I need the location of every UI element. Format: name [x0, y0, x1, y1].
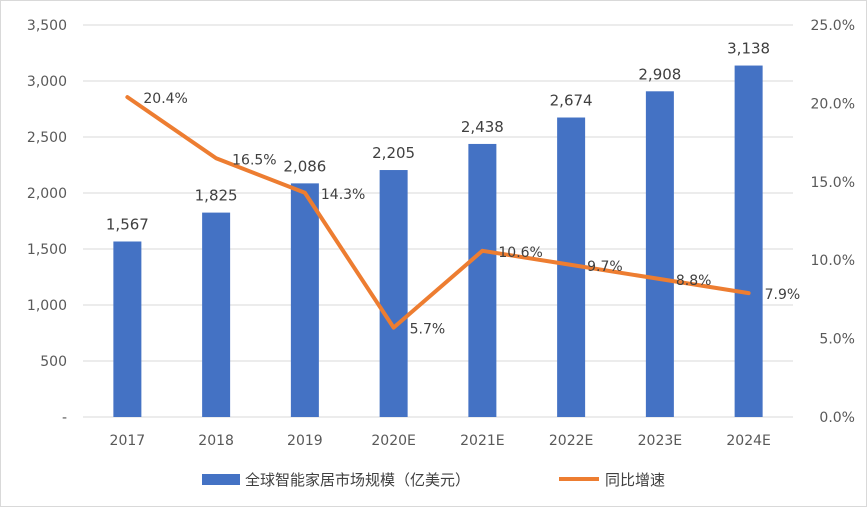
- y-left-tick-label: 1,500: [27, 242, 67, 258]
- bar: [468, 143, 497, 417]
- bar: [113, 241, 142, 417]
- x-axis: 2017 2018 2019 2020E 2021E 2022E 2023E 2024E: [110, 433, 771, 449]
- bar: [645, 91, 674, 417]
- y-axis-right: 0.0% 5.0% 10.0% 15.0% 20.0% 25.0%: [811, 18, 855, 426]
- line-data-label: 7.9%: [765, 287, 801, 303]
- y-right-tick-label: 20.0%: [811, 96, 855, 112]
- x-tick-label: 2018: [198, 433, 234, 449]
- x-tick-label: 2024E: [726, 433, 770, 449]
- y-left-tick-label: 1,000: [27, 298, 67, 314]
- x-tick-label: 2023E: [638, 433, 682, 449]
- line-series: 20.4% 16.5% 14.3% 5.7% 10.6% 9.7% 8.8% 7.9%: [125, 91, 801, 338]
- line-data-label: 10.6%: [498, 245, 542, 261]
- y-left-tick-label: 3,500: [27, 18, 67, 34]
- y-axis-left: - 500 1,000 1,500 2,000 2,500 3,000 3,500: [27, 18, 67, 426]
- bar: [379, 170, 408, 417]
- y-left-tick-label: 2,000: [27, 186, 67, 202]
- y-right-tick-label: 5.0%: [819, 332, 855, 348]
- y-right-tick-label: 0.0%: [819, 410, 855, 426]
- y-right-tick-label: 25.0%: [811, 18, 855, 34]
- bar-data-label: 2,086: [283, 157, 326, 175]
- y-left-tick-label: 2,500: [27, 130, 67, 146]
- line-data-label: 16.5%: [232, 152, 276, 168]
- y-right-tick-label: 10.0%: [811, 253, 855, 269]
- bar: [202, 212, 231, 417]
- y-right-tick-label: 15.0%: [811, 175, 855, 191]
- y-left-tick-label: 500: [40, 354, 67, 370]
- bar: [734, 65, 763, 417]
- bar-data-label: 2,674: [550, 92, 593, 110]
- y-left-tick-label: -: [62, 410, 67, 426]
- gridlines: [83, 24, 793, 418]
- x-tick-label: 2017: [110, 433, 146, 449]
- x-tick-label: 2022E: [549, 433, 593, 449]
- legend-label-bar: 全球智能家居市场规模（亿美元）: [245, 471, 470, 489]
- line-data-label: 8.8%: [676, 273, 712, 289]
- bar-data-label: 2,908: [638, 65, 681, 83]
- x-tick-label: 2020E: [371, 433, 415, 449]
- legend-label-line: 同比增速: [605, 471, 665, 489]
- bar-data-label: 2,438: [461, 118, 504, 136]
- x-tick-label: 2019: [287, 433, 323, 449]
- bar: [290, 183, 319, 417]
- y-left-tick-label: 3,000: [27, 74, 67, 90]
- growth-line: [125, 95, 751, 330]
- bar-data-label: 2,205: [372, 144, 415, 162]
- bar-series: 1,567 1,825 2,086 2,205 2,438 2,674 2,908 3,138: [106, 40, 770, 418]
- line-data-label: 20.4%: [143, 91, 187, 107]
- bar-data-label: 3,138: [727, 40, 770, 58]
- bar-data-label: 1,825: [195, 187, 238, 205]
- line-data-label: 5.7%: [410, 322, 446, 338]
- legend-swatch-bar: [202, 474, 240, 485]
- legend: 全球智能家居市场规模（亿美元） 同比增速: [202, 471, 665, 489]
- line-data-label: 14.3%: [321, 187, 365, 203]
- line-data-label: 9.7%: [587, 259, 623, 275]
- x-tick-label: 2021E: [460, 433, 504, 449]
- bar-data-label: 1,567: [106, 215, 149, 233]
